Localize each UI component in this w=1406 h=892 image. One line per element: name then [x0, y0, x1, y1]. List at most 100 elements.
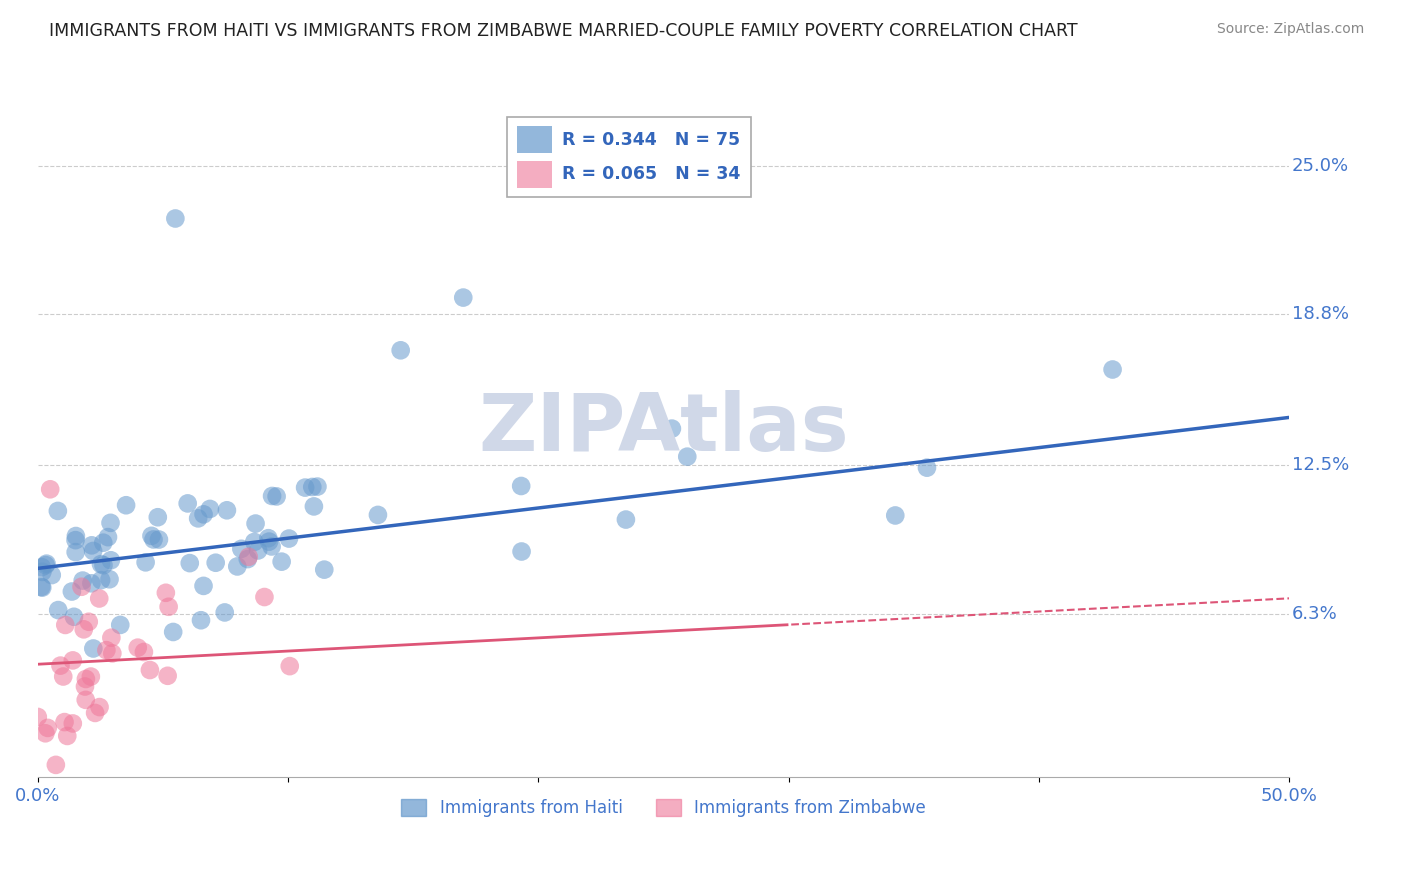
Text: Source: ZipAtlas.com: Source: ZipAtlas.com: [1216, 22, 1364, 37]
Text: R = 0.065   N = 34: R = 0.065 N = 34: [562, 165, 741, 184]
Text: ZIPAtlas: ZIPAtlas: [478, 391, 849, 468]
Point: [676, 450, 699, 464]
Point: [266, 490, 288, 504]
Point: [101, 646, 124, 660]
Point: [193, 579, 215, 593]
Point: [46, 603, 69, 617]
Point: [70, 580, 93, 594]
Point: [270, 555, 292, 569]
Point: [132, 645, 155, 659]
Point: [98, 572, 121, 586]
FancyBboxPatch shape: [517, 161, 553, 187]
Point: [135, 555, 157, 569]
Text: 6.3%: 6.3%: [1292, 605, 1337, 623]
Point: [214, 606, 236, 620]
Point: [46, 504, 69, 518]
Point: [156, 669, 179, 683]
Point: [884, 508, 907, 523]
Point: [198, 502, 221, 516]
Text: 25.0%: 25.0%: [1292, 157, 1348, 175]
Point: [35, 557, 58, 571]
Point: [389, 343, 412, 358]
FancyBboxPatch shape: [508, 117, 751, 196]
Point: [31, 565, 53, 579]
Point: [73, 680, 96, 694]
Point: [162, 624, 184, 639]
Point: [510, 479, 533, 493]
Point: [45, 757, 67, 772]
Point: [90, 557, 112, 571]
FancyBboxPatch shape: [517, 127, 553, 153]
Point: [62, 653, 84, 667]
Point: [110, 618, 132, 632]
Point: [253, 590, 276, 604]
Point: [90, 573, 112, 587]
Point: [260, 540, 283, 554]
Text: IMMIGRANTS FROM HAITI VS IMMIGRANTS FROM ZIMBABWE MARRIED-COUPLE FAMILY POVERTY : IMMIGRANTS FROM HAITI VS IMMIGRANTS FROM…: [49, 22, 1078, 40]
Point: [257, 531, 280, 545]
Point: [65, 545, 87, 559]
Point: [245, 516, 267, 531]
Point: [62, 716, 84, 731]
Point: [75, 672, 97, 686]
Point: [141, 529, 163, 543]
Point: [236, 552, 259, 566]
Point: [80, 576, 103, 591]
Point: [56, 729, 79, 743]
Point: [30, 580, 52, 594]
Point: [176, 496, 198, 510]
Point: [96, 643, 118, 657]
Point: [247, 543, 270, 558]
Point: [165, 211, 187, 226]
Point: [65, 529, 87, 543]
Point: [510, 544, 533, 558]
Point: [187, 511, 209, 525]
Point: [31, 560, 53, 574]
Point: [204, 556, 226, 570]
Point: [115, 498, 138, 512]
Point: [190, 613, 212, 627]
Point: [243, 535, 266, 549]
Legend: Immigrants from Haiti, Immigrants from Zimbabwe: Immigrants from Haiti, Immigrants from Z…: [395, 793, 932, 824]
Point: [72, 574, 94, 588]
Point: [73, 623, 96, 637]
Point: [314, 563, 336, 577]
Point: [89, 591, 111, 606]
Point: [661, 422, 683, 436]
Point: [100, 631, 122, 645]
Point: [257, 534, 280, 549]
Point: [100, 553, 122, 567]
Point: [157, 599, 180, 614]
Point: [278, 532, 301, 546]
Point: [91, 535, 114, 549]
Point: [142, 533, 165, 547]
Point: [77, 615, 100, 629]
Point: [100, 516, 122, 530]
Point: [53, 618, 76, 632]
Point: [97, 530, 120, 544]
Point: [65, 533, 87, 548]
Point: [34, 726, 56, 740]
Text: R = 0.344   N = 75: R = 0.344 N = 75: [562, 130, 741, 149]
Point: [262, 489, 284, 503]
Point: [89, 700, 111, 714]
Point: [139, 663, 162, 677]
Point: [179, 556, 201, 570]
Point: [31, 581, 53, 595]
Point: [84, 706, 107, 720]
Point: [60, 584, 83, 599]
Point: [451, 291, 474, 305]
Point: [148, 533, 170, 547]
Point: [80, 538, 103, 552]
Point: [301, 480, 323, 494]
Point: [75, 693, 97, 707]
Text: 12.5%: 12.5%: [1292, 457, 1350, 475]
Point: [63, 609, 86, 624]
Point: [307, 480, 329, 494]
Point: [278, 659, 301, 673]
Point: [155, 586, 177, 600]
Point: [27, 710, 49, 724]
Text: 18.8%: 18.8%: [1292, 305, 1348, 324]
Point: [238, 549, 260, 564]
Point: [215, 503, 238, 517]
